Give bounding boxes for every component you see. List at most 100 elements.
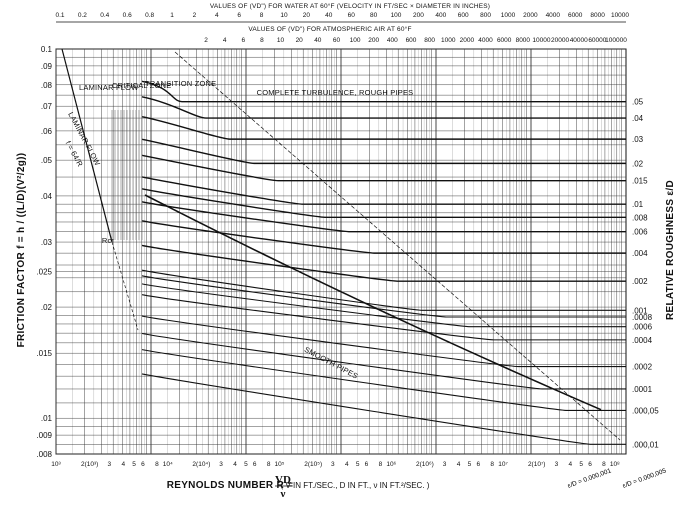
x-tick-label: 10⁸ (610, 461, 620, 468)
top-water-tick: 80 (370, 12, 378, 19)
top-air-tick: 8000 (516, 37, 531, 44)
roughness-curve (141, 220, 626, 254)
top-air-tick: 2 (204, 37, 208, 44)
x-tick-label: 6 (476, 461, 480, 468)
critical-zone-hatch (111, 110, 143, 240)
roughness-label: .0006 (632, 323, 653, 332)
x-tick-label: 10³ (51, 461, 61, 468)
x-tick-label: 5 (579, 461, 583, 468)
top-air-tick: 2000 (460, 37, 475, 44)
top-water-tick: 6000 (568, 12, 583, 19)
x-tick-label: 4 (345, 461, 349, 468)
top-water-tick: 6 (237, 12, 241, 19)
top-air-tick: 60 (333, 37, 341, 44)
top-water-tick: 60 (348, 12, 356, 19)
x-tick-label: 3 (219, 461, 223, 468)
top-air-tick: 400 (387, 37, 398, 44)
top-air-tick: 4000 (478, 37, 493, 44)
top-air-tick: 60000 (588, 37, 606, 44)
roughness-label: .0002 (632, 363, 653, 372)
y-tick-label: .02 (41, 303, 53, 312)
top-air-tick: 6000 (497, 37, 512, 44)
x-tick-label: 2(10³) (81, 461, 98, 468)
roughness-label: .002 (632, 277, 648, 286)
roughness-label: .000,01 (632, 440, 659, 449)
x-axis-fraction-den: ν (280, 488, 286, 500)
complete-turbulence-label: COMPLETE TURBULENCE, ROUGH PIPES (257, 88, 414, 97)
top-water-tick: 0.8 (145, 12, 154, 19)
x-tick-label: 4 (233, 461, 237, 468)
top-air-tick: 1000 (441, 37, 456, 44)
rcr-label: Rcr (102, 236, 115, 245)
y-tick-label: 0.1 (41, 45, 53, 54)
x-tick-label: 8 (490, 461, 494, 468)
roughness-label: .03 (632, 135, 644, 144)
laminar-flow-line (61, 48, 113, 243)
eps-000001-label: ε/D = 0.000,001 (567, 467, 613, 489)
y-tick-label: .025 (36, 267, 52, 276)
top-water-tick: 8 (260, 12, 264, 19)
x-tick-label: 3 (443, 461, 447, 468)
y-tick-label: .05 (41, 156, 53, 165)
x-tick-label: 5 (468, 461, 472, 468)
top-air-tick: 20 (296, 37, 304, 44)
smooth-pipes-curve (144, 194, 602, 411)
x-tick-label: 4 (457, 461, 461, 468)
roughness-curve (141, 188, 626, 219)
roughness-curve (141, 176, 626, 205)
roughness-curve (141, 80, 626, 103)
x-tick-label: 5 (244, 461, 248, 468)
top-air-tick: 40000 (570, 37, 588, 44)
roughness-label: .004 (632, 249, 648, 258)
roughness-curve (141, 283, 626, 328)
x-tick-label: 6 (141, 461, 145, 468)
y-tick-label: .06 (41, 127, 53, 136)
eps-0000005-label: ε/D = 0.000,005 (622, 467, 668, 489)
x-tick-label: 2(10⁴) (192, 461, 210, 468)
top-water-tick: 1000 (501, 12, 516, 19)
x-tick-label: 6 (365, 461, 369, 468)
top-water-tick: 40 (325, 12, 333, 19)
y-tick-label: .03 (41, 238, 53, 247)
top-air-tick: 10000 (532, 37, 550, 44)
x-tick-label: 8 (602, 461, 606, 468)
top-air-tick: 8 (260, 37, 264, 44)
y-tick-label: .08 (41, 81, 53, 90)
x-tick-label: 5 (356, 461, 360, 468)
y-axis-title: FRICTION FACTOR f = h / ((L/D)(V²/2g)) (16, 153, 27, 348)
roughness-curves (61, 48, 626, 445)
top-water-tick: 10000 (611, 12, 629, 19)
roughness-label: .001 (632, 306, 648, 315)
top-water-tick: 800 (480, 12, 491, 19)
top-air-title: VALUES OF (VD") FOR ATMOSPHERIC AIR AT 6… (248, 25, 411, 33)
x-tick-label: 2(10⁶) (416, 461, 434, 468)
top-water-tick: 2000 (523, 12, 538, 19)
top-air-tick: 6 (241, 37, 245, 44)
x-tick-label: 4 (121, 461, 125, 468)
roughness-curve (141, 315, 626, 368)
top-air-tick: 40 (314, 37, 322, 44)
roughness-curve (141, 269, 626, 311)
x-axis-title: REYNOLDS NUMBER R = (167, 480, 294, 491)
top-water-tick: 4000 (546, 12, 561, 19)
turbulence-boundary (174, 51, 621, 441)
top-water-tick: 100 (391, 12, 402, 19)
x-tick-label: 5 (132, 461, 136, 468)
y-tick-label: .04 (41, 192, 53, 201)
x-tick-label: 6 (588, 461, 592, 468)
x-tick-label: 3 (555, 461, 559, 468)
top-water-tick: 200 (413, 12, 424, 19)
transition-zone-label: TRANSITION ZONE (145, 79, 216, 88)
top-water-tick: 8000 (590, 12, 605, 19)
x-tick-label: 10⁷ (498, 461, 508, 468)
grid-lines (55, 48, 626, 455)
laminar-zone-label: LAMINAR FLOW (79, 83, 139, 92)
top-air-tick: 200 (368, 37, 379, 44)
top-water-tick: 600 (458, 12, 469, 19)
top-air-tick: 10 (277, 37, 285, 44)
critical-zone-label: CRITICAL ZONE (112, 81, 171, 90)
x-tick-label: 10⁶ (386, 461, 396, 468)
roughness-curve (141, 138, 626, 165)
y-tick-label: .015 (36, 349, 52, 358)
